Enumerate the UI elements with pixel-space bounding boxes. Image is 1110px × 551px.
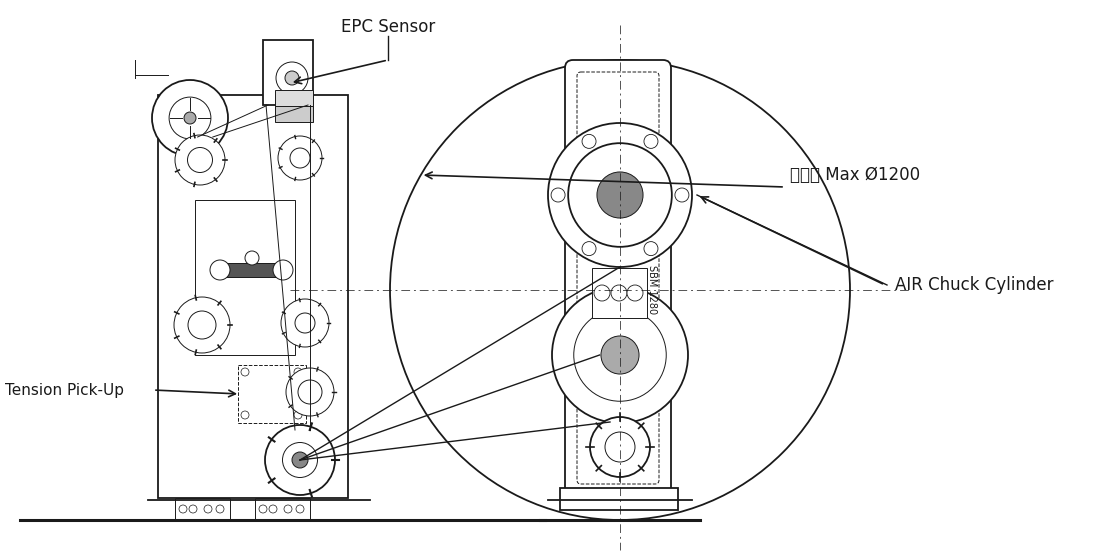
Circle shape bbox=[281, 299, 329, 347]
Circle shape bbox=[241, 368, 249, 376]
Text: 권취경 Max Ø1200: 권취경 Max Ø1200 bbox=[790, 166, 920, 184]
Circle shape bbox=[175, 135, 225, 185]
Circle shape bbox=[184, 112, 196, 124]
Bar bbox=[220, 263, 280, 277]
Circle shape bbox=[594, 285, 610, 301]
Circle shape bbox=[210, 260, 230, 280]
Bar bbox=[158, 95, 349, 498]
Circle shape bbox=[295, 313, 315, 333]
Circle shape bbox=[644, 242, 658, 256]
Text: SBM 1280: SBM 1280 bbox=[647, 266, 657, 315]
Circle shape bbox=[259, 505, 268, 513]
Circle shape bbox=[548, 123, 692, 267]
Circle shape bbox=[597, 172, 643, 218]
Circle shape bbox=[582, 134, 596, 148]
Circle shape bbox=[591, 417, 650, 477]
FancyBboxPatch shape bbox=[565, 60, 672, 496]
Circle shape bbox=[285, 71, 299, 85]
Circle shape bbox=[290, 148, 310, 168]
Circle shape bbox=[552, 287, 688, 423]
Circle shape bbox=[179, 505, 186, 513]
Circle shape bbox=[610, 285, 627, 301]
Circle shape bbox=[188, 148, 212, 172]
Circle shape bbox=[294, 411, 302, 419]
Circle shape bbox=[294, 368, 302, 376]
Circle shape bbox=[675, 188, 689, 202]
Bar bbox=[175, 498, 230, 520]
Circle shape bbox=[245, 251, 259, 265]
Circle shape bbox=[551, 188, 565, 202]
Circle shape bbox=[605, 432, 635, 462]
Circle shape bbox=[644, 134, 658, 148]
Circle shape bbox=[568, 143, 672, 247]
Bar bbox=[592, 268, 647, 318]
Circle shape bbox=[276, 62, 307, 94]
Circle shape bbox=[627, 285, 643, 301]
Bar bbox=[238, 365, 306, 423]
Circle shape bbox=[169, 97, 211, 139]
Circle shape bbox=[278, 136, 322, 180]
Circle shape bbox=[204, 505, 212, 513]
Bar bbox=[263, 40, 313, 105]
Circle shape bbox=[152, 80, 228, 156]
Bar bbox=[255, 498, 310, 520]
Circle shape bbox=[284, 505, 292, 513]
Text: EPC Sensor: EPC Sensor bbox=[341, 18, 435, 36]
Text: Tension Pick-Up: Tension Pick-Up bbox=[6, 382, 124, 397]
Circle shape bbox=[265, 425, 335, 495]
Circle shape bbox=[273, 260, 293, 280]
Text: AIR Chuck Cylinder: AIR Chuck Cylinder bbox=[895, 276, 1053, 294]
Circle shape bbox=[269, 505, 278, 513]
Circle shape bbox=[189, 505, 196, 513]
Circle shape bbox=[297, 380, 322, 404]
Circle shape bbox=[241, 411, 249, 419]
Circle shape bbox=[296, 505, 304, 513]
Bar bbox=[275, 106, 313, 122]
Circle shape bbox=[174, 297, 230, 353]
Circle shape bbox=[286, 368, 334, 416]
Circle shape bbox=[216, 505, 224, 513]
Circle shape bbox=[188, 311, 216, 339]
Circle shape bbox=[574, 309, 666, 401]
Circle shape bbox=[283, 442, 317, 478]
Circle shape bbox=[601, 336, 639, 374]
Bar bbox=[561, 488, 678, 510]
Bar bbox=[275, 90, 313, 108]
Bar bbox=[195, 200, 295, 355]
Circle shape bbox=[582, 242, 596, 256]
Circle shape bbox=[292, 452, 307, 468]
